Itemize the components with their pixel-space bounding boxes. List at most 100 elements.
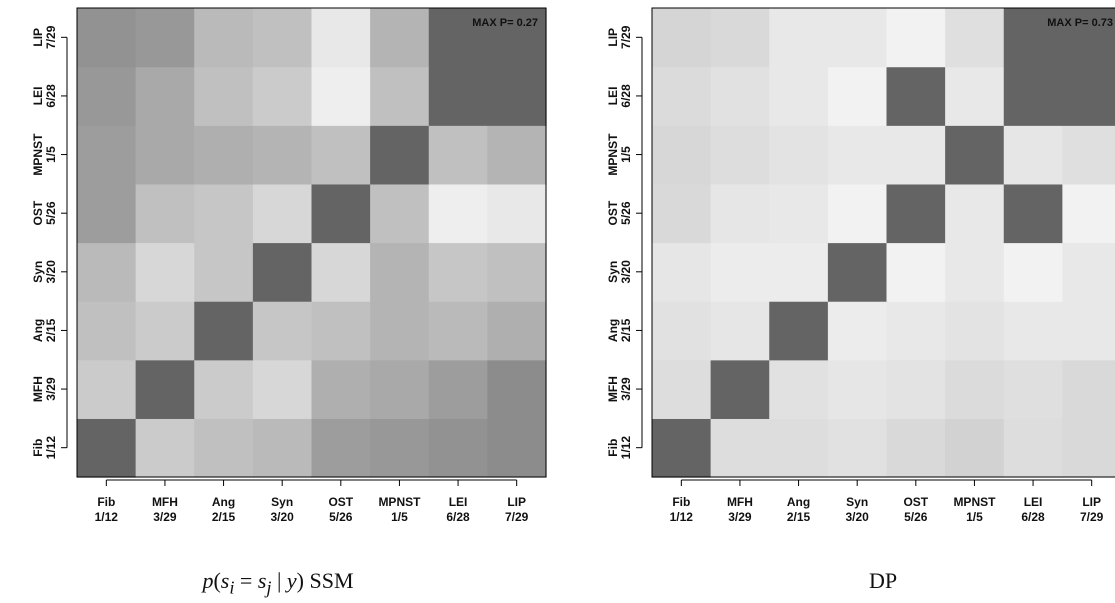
heatmap-cell [886,418,946,478]
heatmap-cell [710,8,770,68]
heatmap-cell [252,301,313,361]
y-tick-sublabel: 6/28 [619,84,633,108]
heatmap-cell [135,125,195,185]
heatmap-cell [194,66,254,126]
x-tick-label: OST [903,495,928,509]
heatmap-cell [945,359,1005,419]
x-tick-label: LIP [507,495,526,509]
x-tick-label: Ang [787,495,810,509]
heatmap-cell [710,242,770,302]
heatmap-cell [945,418,1005,478]
heatmap-cell [1062,66,1115,126]
heatmap-cell [1062,359,1115,419]
x-tick-sublabel: 5/26 [904,510,928,524]
x-tick-label: Syn [271,495,293,509]
heatmap-cell [194,125,254,185]
heatmap-cell [1003,301,1063,361]
y-tick-label: MPNST [606,133,620,176]
heatmap-cell [1062,8,1115,68]
heatmap-cell [769,359,829,419]
y-tick-sublabel: 5/26 [44,201,58,225]
heatmap-cell [827,242,888,302]
heatmap-cell [428,359,488,419]
heatmap-cell [252,359,313,419]
heatmap-cell [886,66,946,126]
heatmap-cell [710,66,770,126]
x-tick-label: Fib [672,495,690,509]
heatmap-cell [886,242,946,302]
y-tick-sublabel: 1/5 [44,146,58,163]
heatmap-cell [769,183,829,244]
y-tick-sublabel: 2/15 [44,318,58,342]
max-p-label: MAX P= 0.27 [472,17,538,29]
heatmap-cell [487,8,547,68]
heatmap-cell [194,242,254,302]
heatmap-cell [135,8,195,68]
heatmap-cell [77,418,137,478]
heatmap-cell [252,183,313,244]
y-tick-label: Fib [31,439,45,457]
heatmap-cell [652,359,712,419]
heatmap-cell [827,301,888,361]
heatmap-cell [370,418,430,478]
heatmap-cell [710,183,770,244]
heatmap-cell [1062,418,1115,478]
heatmap-cell [77,125,137,185]
heatmap-cell [135,242,195,302]
heatmap-cell [710,359,770,419]
plot-frame [651,7,1115,478]
heatmap-cell [1062,301,1115,361]
heatmap-cell [769,242,829,302]
heatmap-cell [77,359,137,419]
heatmap-cell [827,66,888,126]
heatmap-cell [945,301,1005,361]
x-tick-sublabel: 7/29 [1080,510,1104,524]
heatmap-cell [428,125,488,185]
x-tick-label: Syn [846,495,868,509]
heatmap-cell [769,418,829,478]
x-tick-label: LEI [1024,495,1043,509]
heatmap-cell [77,8,137,68]
heatmap-cell [945,8,1005,68]
heatmap-cell [135,301,195,361]
max-p-label: MAX P= 0.73 [1047,17,1113,29]
heatmap-cell [1062,183,1115,244]
y-tick-sublabel: 2/15 [619,318,633,342]
x-tick-label: OST [328,495,353,509]
x-tick-sublabel: 1/5 [391,510,408,524]
heatmap-cell [769,8,829,68]
heatmap-cell [135,183,195,244]
heatmap-cell [311,418,371,478]
heatmap-cell [710,125,770,185]
y-tick-label: LIP [31,28,45,47]
x-tick-label: LEI [449,495,468,509]
x-tick-sublabel: 3/20 [846,510,870,524]
heatmap-cell [311,301,371,361]
y-tick-sublabel: 7/29 [44,25,58,49]
heatmap-cell [652,183,712,244]
heatmap-cell [252,8,313,68]
x-tick-sublabel: 3/29 [728,510,752,524]
heatmap-cell [487,418,547,478]
heatmap-cell [1003,8,1063,68]
y-tick-sublabel: 1/5 [619,146,633,163]
heatmap-cell [487,183,547,244]
heatmap-cell [252,125,313,185]
y-tick-label: OST [31,200,45,225]
heatmap-cell [652,242,712,302]
heatmap-cell [487,242,547,302]
heatmap-cell [252,242,313,302]
x-tick-sublabel: 6/28 [1021,510,1045,524]
heatmap-cell [194,301,254,361]
y-tick-sublabel: 5/26 [619,201,633,225]
heatmap-cell [652,8,712,68]
heatmap-cell [428,418,488,478]
y-tick-label: MFH [31,376,45,402]
heatmap-cell [1003,242,1063,302]
heatmap-cell [135,66,195,126]
x-tick-sublabel: 1/12 [95,510,119,524]
heatmap-cell [1003,359,1063,419]
y-tick-label: LEI [606,87,620,106]
heatmap-cell [428,8,488,68]
